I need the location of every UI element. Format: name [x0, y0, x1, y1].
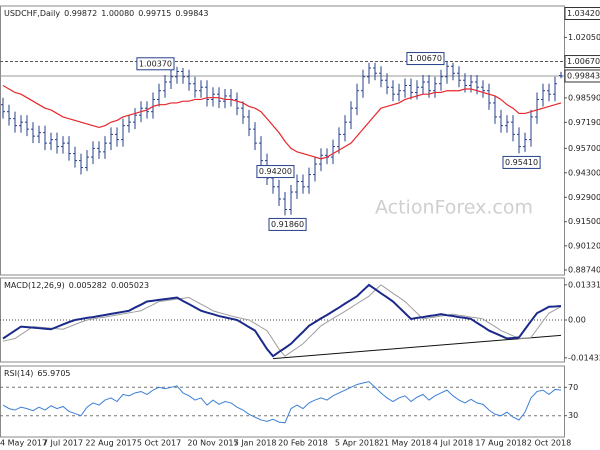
y-tick-label: 70	[568, 383, 578, 392]
y-tick-label: 0.01331	[568, 280, 600, 289]
x-tick-label: 24 May 2017	[0, 439, 47, 448]
annotation-label: 0.91860	[271, 220, 304, 229]
annotation-label-box	[406, 52, 445, 66]
x-tick-label: 5 Apr 2018	[335, 439, 379, 448]
panel-frame	[0, 5, 565, 276]
annotation-label: 0.95410	[505, 158, 538, 167]
annotation-label-box	[268, 217, 307, 231]
annotation-label: 0.94200	[259, 167, 292, 176]
panel-frame	[0, 365, 565, 438]
level-label: 1.00670	[567, 57, 600, 66]
x-tick-label: 4 Jul 2018	[433, 439, 473, 448]
x-tick-label: 2 Oct 2018	[527, 439, 571, 448]
moving-average	[2, 84, 562, 160]
x-tick-label: 17 Aug 2018	[475, 439, 526, 448]
header-value: 0.99843	[175, 9, 208, 18]
annotation-label-box	[136, 57, 175, 71]
y-tick-label: 0.88740	[568, 265, 600, 274]
indicator-line	[2, 284, 562, 357]
header-value: 0.005023	[111, 281, 149, 290]
x-tick-label: 7 Jul 2017	[43, 439, 83, 448]
x-tick-label: 20 Feb 2018	[278, 439, 328, 448]
level-label-box	[564, 7, 600, 21]
y-tick-label: 0.90120	[568, 241, 600, 250]
y-tick-label: 0.92900	[568, 193, 600, 202]
trendline	[272, 334, 562, 360]
panel-header: MACD(12,26,9) 0.005282 0.005023	[4, 281, 149, 290]
y-tick-label: -0.014323	[568, 353, 600, 362]
y-tick-label: 0.91500	[568, 217, 600, 226]
indicator-line	[2, 283, 562, 358]
level-label: 1.03420	[567, 9, 600, 18]
y-tick-label: 0.00	[568, 316, 586, 325]
x-tick-label: 20 Nov 2017	[187, 439, 238, 448]
y-tick-label: 0.97190	[568, 118, 600, 127]
x-tick-label: 5 Jan 2018	[234, 439, 277, 448]
y-tick-label: 0.94300	[568, 168, 600, 177]
header-value: 1.00080	[101, 9, 134, 18]
x-tick-label: 5 Oct 2017	[137, 439, 181, 448]
annotation-label: 1.00670	[409, 54, 442, 63]
y-tick-label: 30	[568, 411, 578, 420]
panel-title: MACD(12,26,9)	[4, 281, 65, 290]
header-value: 65.9705	[37, 369, 70, 378]
y-tick-label: 0.95700	[568, 144, 600, 153]
panel-title: USDCHF,Daily	[4, 9, 60, 18]
annotation-label-box	[256, 165, 295, 179]
header-value: 0.99715	[138, 9, 171, 18]
x-tick-label: 21 May 2018	[379, 439, 431, 448]
header-value: 0.99872	[64, 9, 97, 18]
panel-header: USDCHF,Daily 0.99872 1.00080 0.99715 0.99843	[4, 9, 208, 18]
indicator-line	[2, 381, 562, 424]
watermark: ActionForex.com	[375, 197, 533, 219]
panel-title: RSI(14)	[4, 369, 33, 378]
y-tick-label: 1.02050	[568, 33, 600, 42]
x-tick-label: 22 Aug 2017	[85, 439, 136, 448]
level-label: 0.99843	[567, 71, 600, 80]
y-tick-label: 0.98590	[568, 93, 600, 102]
level-label-box	[564, 55, 600, 69]
annotation-label: 1.00370	[139, 59, 172, 68]
annotation-label-box	[502, 155, 541, 169]
panel-header: RSI(14) 65.9705	[4, 369, 71, 378]
header-value: 0.005282	[69, 281, 107, 290]
level-label-box	[564, 69, 600, 83]
